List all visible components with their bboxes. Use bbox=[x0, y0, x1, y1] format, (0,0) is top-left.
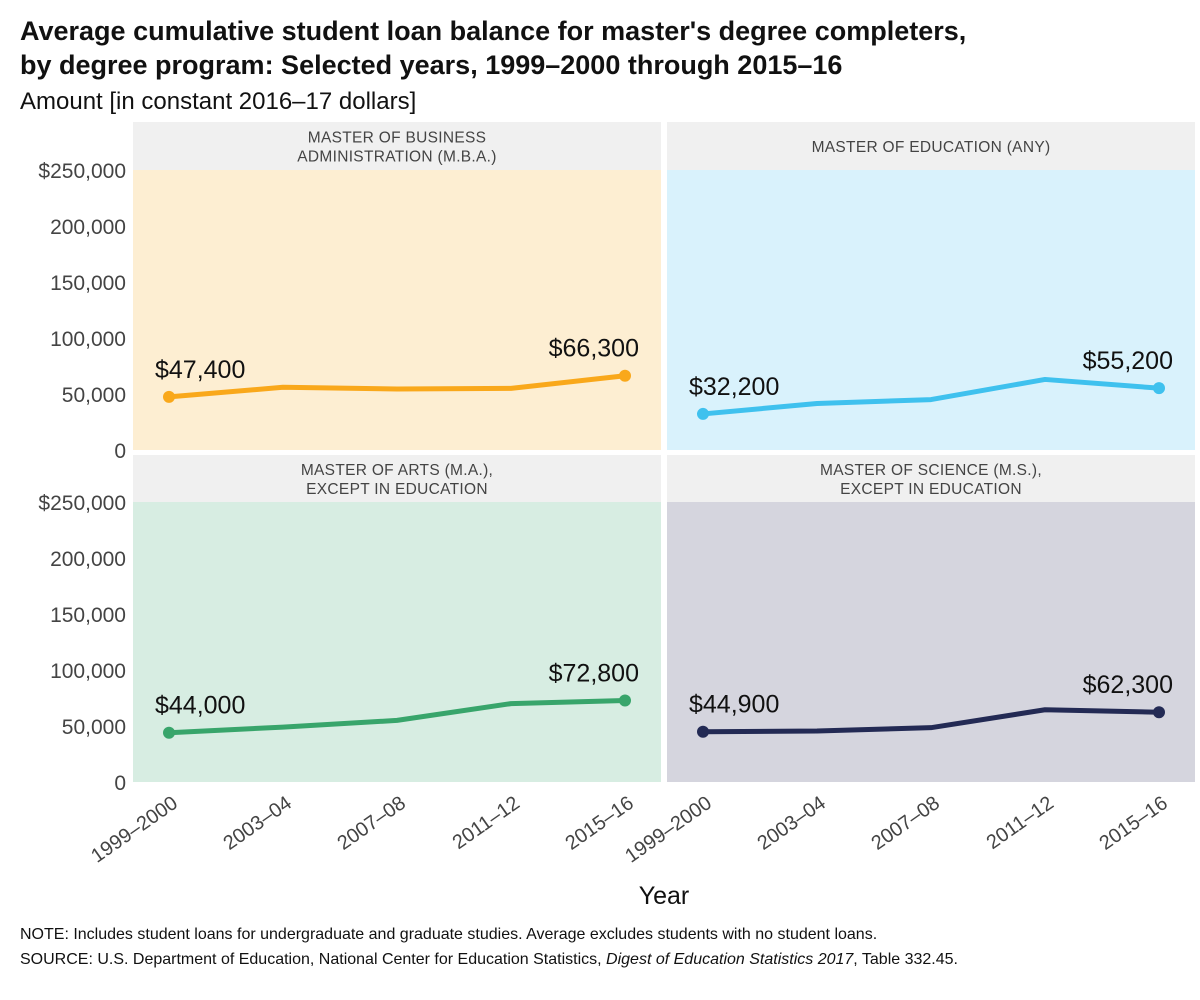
data-label-0-0: $47,400 bbox=[155, 356, 245, 384]
note-text: NOTE: Includes student loans for undergr… bbox=[20, 926, 878, 943]
data-point-3-0 bbox=[697, 725, 709, 738]
y-tick-label-row1-0: 0 bbox=[114, 772, 126, 795]
facet-strip-1 bbox=[667, 122, 1195, 170]
y-tick-label-row0-3: 150,000 bbox=[50, 272, 126, 295]
data-point-1-0 bbox=[697, 407, 709, 420]
y-tick-label-row0-4: 200,000 bbox=[50, 216, 126, 239]
y-tick-label-row1-5: $250,000 bbox=[38, 492, 126, 515]
data-point-0-4 bbox=[619, 369, 631, 382]
y-tick-label-row1-1: 50,000 bbox=[62, 716, 126, 739]
data-label-1-0: $32,200 bbox=[689, 373, 779, 401]
chart-area: MASTER OF BUSINESS ADMINISTRATION (M.B.A.… bbox=[38, 122, 1195, 910]
y-tick-label-row1-4: 200,000 bbox=[50, 548, 126, 571]
data-label-0-4: $66,300 bbox=[549, 335, 639, 363]
facet-title-0-line-1: ADMINISTRATION (M.B.A.) bbox=[297, 149, 497, 166]
facet-title-2-line-1: EXCEPT IN EDUCATION bbox=[306, 481, 488, 498]
source-text: SOURCE: U.S. Department of Education, Na… bbox=[20, 947, 958, 972]
y-tick-label-row1-2: 100,000 bbox=[50, 660, 126, 683]
series-line-3 bbox=[700, 707, 1162, 735]
chart-notes: NOTE: Includes student loans for undergr… bbox=[20, 922, 958, 972]
data-point-0-0 bbox=[163, 390, 175, 403]
x-tick-label-0-0: 1999–2000 bbox=[87, 792, 182, 867]
facet-strip-3 bbox=[667, 455, 1195, 502]
y-tick-label-row0-2: 100,000 bbox=[50, 328, 126, 351]
panel-background-3 bbox=[667, 502, 1195, 782]
chart-subtitle: Amount [in constant 2016–17 dollars] bbox=[20, 88, 417, 115]
x-tick-label-1-3: 2011–12 bbox=[983, 792, 1058, 854]
x-tick-label-0-2: 2007–08 bbox=[333, 792, 409, 855]
x-tick-label-0-1: 2003–04 bbox=[219, 792, 295, 855]
x-tick-label-0-3: 2011–12 bbox=[449, 792, 524, 854]
facet-title-1-line-0: MASTER OF EDUCATION (ANY) bbox=[812, 139, 1051, 156]
panel-background-1 bbox=[667, 170, 1195, 450]
x-axis-title: Year bbox=[639, 882, 690, 910]
facet-title-2-line-0: MASTER OF ARTS (M.A.), bbox=[301, 462, 493, 479]
data-label-2-0: $44,000 bbox=[155, 692, 245, 720]
y-tick-label-row1-3: 150,000 bbox=[50, 604, 126, 627]
y-tick-label-row0-0: 0 bbox=[114, 440, 126, 463]
panel-background-0 bbox=[133, 170, 661, 450]
source-publication: Digest of Education Statistics 2017 bbox=[606, 951, 854, 968]
x-tick-label-1-2: 2007–08 bbox=[867, 792, 943, 855]
data-label-2-4: $72,800 bbox=[549, 659, 639, 687]
source-suffix: , Table 332.45. bbox=[853, 951, 958, 968]
x-tick-label-1-4: 2015–16 bbox=[1095, 792, 1171, 855]
facet-strip-2 bbox=[133, 455, 661, 502]
x-tick-label-1-1: 2003–04 bbox=[753, 792, 829, 855]
data-point-3-4 bbox=[1153, 706, 1165, 719]
facet-title-0-line-0: MASTER OF BUSINESS bbox=[308, 130, 487, 147]
chart-title-line-2: by degree program: Selected years, 1999–… bbox=[20, 50, 843, 80]
series-line-2 bbox=[166, 697, 628, 736]
facet-strip-0 bbox=[133, 122, 661, 170]
chart-title-line-1: Average cumulative student loan balance … bbox=[20, 16, 967, 46]
data-point-2-0 bbox=[163, 726, 175, 739]
facet-title-3-line-1: EXCEPT IN EDUCATION bbox=[840, 481, 1022, 498]
y-tick-label-row0-5: $250,000 bbox=[38, 160, 126, 183]
data-label-3-4: $62,300 bbox=[1083, 671, 1173, 699]
data-label-1-4: $55,200 bbox=[1083, 347, 1173, 375]
series-line-0 bbox=[166, 373, 628, 400]
panel-background-2 bbox=[133, 502, 661, 782]
data-label-3-0: $44,900 bbox=[689, 691, 779, 719]
facet-title-3-line-0: MASTER OF SCIENCE (M.S.), bbox=[820, 462, 1042, 479]
series-line-1 bbox=[700, 376, 1162, 417]
data-point-2-4 bbox=[619, 694, 631, 707]
data-point-1-4 bbox=[1153, 382, 1165, 395]
x-tick-label-1-0: 1999–2000 bbox=[621, 792, 716, 867]
y-tick-label-row0-1: 50,000 bbox=[62, 384, 126, 407]
source-prefix: SOURCE: U.S. Department of Education, Na… bbox=[20, 951, 607, 968]
chart-title: Average cumulative student loan balance … bbox=[20, 14, 1190, 82]
